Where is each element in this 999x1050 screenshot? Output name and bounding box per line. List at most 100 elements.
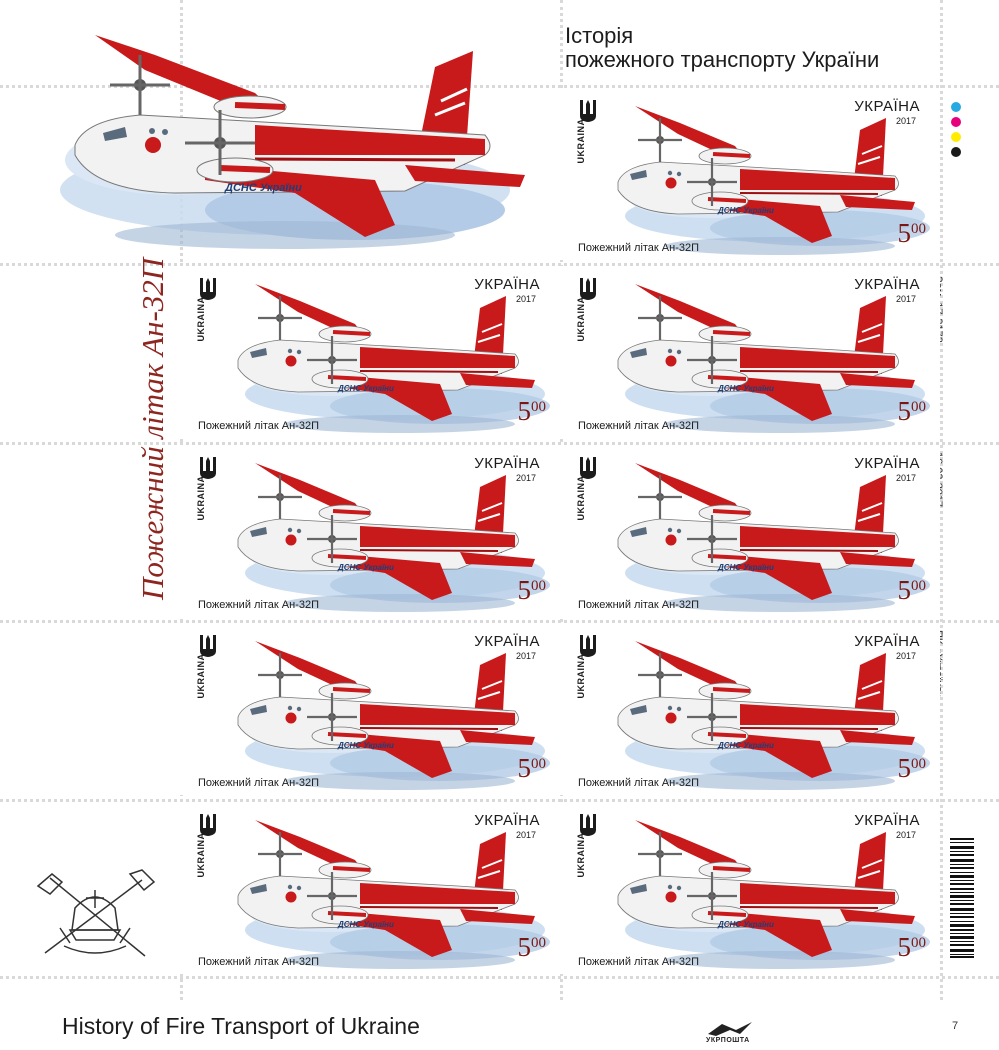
svg-text:ДСНС України: ДСНС України bbox=[717, 920, 774, 929]
face-value-main: 5 bbox=[897, 396, 912, 426]
face-value-cents: 00 bbox=[911, 756, 926, 772]
face-value-cents: 00 bbox=[531, 935, 546, 951]
svg-text:ДСНС України: ДСНС України bbox=[337, 920, 394, 929]
stamp-year: 2017 bbox=[515, 651, 536, 661]
svg-text:ДСНС України: ДСНС України bbox=[337, 563, 394, 572]
stamp-country: УКРАЇНА bbox=[854, 455, 920, 472]
stamp-latin-country: UKRAINA bbox=[196, 296, 206, 342]
aircraft-illustration: ДСНС України bbox=[617, 284, 930, 433]
stamp-year: 2017 bbox=[515, 473, 536, 483]
ukraine-trident-icon bbox=[580, 814, 596, 836]
svg-text:ДСНС України: ДСНС України bbox=[717, 206, 774, 215]
aircraft-illustration: ДСНС України bbox=[237, 463, 550, 612]
ukraine-trident-icon bbox=[200, 457, 216, 479]
large-aircraft-illustration: ДСНС України bbox=[60, 35, 525, 249]
face-value-cents: 00 bbox=[911, 935, 926, 951]
stamp-r5-c1: ДСНС України UKRAINA УКРАЇНА 2017 Пожежн… bbox=[180, 802, 560, 974]
svg-text:ДСНС України: ДСНС України bbox=[717, 741, 774, 750]
face-value-cents: 00 bbox=[531, 578, 546, 594]
aircraft-illustration: ДСНС України bbox=[617, 820, 930, 969]
stamp-latin-country: UKRAINA bbox=[196, 475, 206, 521]
stamp-face-value: 500 bbox=[518, 753, 547, 784]
stamp-country: УКРАЇНА bbox=[474, 633, 540, 650]
face-value-main: 5 bbox=[517, 575, 532, 605]
stamp-latin-country: UKRAINA bbox=[196, 832, 206, 878]
stamp-year: 2017 bbox=[895, 651, 916, 661]
header-title-line-2: пожежного транспорту України bbox=[565, 47, 880, 72]
face-value-cents: 00 bbox=[911, 578, 926, 594]
stamp-year: 2017 bbox=[895, 116, 916, 126]
stamp-caption: Пожежний літак Ан-32П bbox=[578, 420, 700, 432]
stamp-country: УКРАЇНА bbox=[474, 276, 540, 293]
aircraft-illustration: ДСНС України bbox=[237, 820, 550, 969]
stamp-latin-country: UKRAINA bbox=[196, 653, 206, 699]
ukraine-trident-icon bbox=[580, 457, 596, 479]
stamp-caption: Пожежний літак Ан-32П bbox=[578, 777, 700, 789]
stamp-face-value: 500 bbox=[518, 932, 547, 963]
stamp-country: УКРАЇНА bbox=[474, 455, 540, 472]
ukraine-trident-icon bbox=[200, 814, 216, 836]
svg-text:ДСНС України: ДСНС України bbox=[337, 741, 394, 750]
stamp-r4-c1: ДСНС України UKRAINA УКРАЇНА 2017 Пожежн… bbox=[180, 623, 560, 795]
stamp-face-value: 500 bbox=[518, 575, 547, 606]
register-dot-magenta bbox=[951, 117, 961, 127]
stamp-caption: Пожежний літак Ан-32П bbox=[198, 956, 320, 968]
stamp-face-value: 500 bbox=[898, 753, 927, 784]
ukraine-trident-icon bbox=[200, 278, 216, 300]
face-value-main: 5 bbox=[517, 932, 532, 962]
face-value-main: 5 bbox=[897, 753, 912, 783]
svg-text:ДСНС України: ДСНС України bbox=[337, 384, 394, 393]
stamp-caption: Пожежний літак Ан-32П bbox=[198, 599, 320, 611]
stamp-year: 2017 bbox=[515, 294, 536, 304]
svg-text:ДСНС України: ДСНС України bbox=[717, 384, 774, 393]
stamp-year: 2017 bbox=[515, 830, 536, 840]
stamp-country: УКРАЇНА bbox=[854, 633, 920, 650]
stamp-latin-country: UKRAINA bbox=[576, 296, 586, 342]
stamp-caption: Пожежний літак Ан-32П bbox=[578, 599, 700, 611]
stamp-caption: Пожежний літак Ан-32П bbox=[578, 956, 700, 968]
face-value-main: 5 bbox=[897, 932, 912, 962]
aircraft-illustration: ДСНС України bbox=[617, 106, 930, 255]
side-title: Пожежний літак Ан-32П bbox=[135, 257, 170, 600]
sheet-header-title: Історія пожежного транспорту України bbox=[565, 24, 935, 72]
barcode bbox=[950, 838, 974, 958]
stamp-r2-c1: ДСНС України UKRAINA УКРАЇНА 2017 Пожежн… bbox=[180, 266, 560, 438]
stamp-latin-country: UKRAINA bbox=[576, 653, 586, 699]
stamp-caption: Пожежний літак Ан-32П bbox=[198, 420, 320, 432]
stamp-country: УКРАЇНА bbox=[854, 98, 920, 115]
aircraft-illustration: ДСНС України bbox=[617, 641, 930, 790]
svg-text:ДСНС України: ДСНС України bbox=[224, 182, 302, 194]
face-value-main: 5 bbox=[517, 753, 532, 783]
ukraine-trident-icon bbox=[200, 635, 216, 657]
stamp-r2-c2: ДСНС України UKRAINA УКРАЇНА 2017 Пожежн… bbox=[560, 266, 940, 438]
stamp-face-value: 500 bbox=[898, 218, 927, 249]
stamp-face-value: 500 bbox=[898, 396, 927, 427]
stamp-country: УКРАЇНА bbox=[854, 276, 920, 293]
header-title-line-1: Історія bbox=[565, 23, 634, 48]
svg-text:ДСНС України: ДСНС України bbox=[717, 563, 774, 572]
stamp-r5-c2: ДСНС України UKRAINA УКРАЇНА 2017 Пожежн… bbox=[560, 802, 940, 974]
stamp-r4-c2: ДСНС України UKRAINA УКРАЇНА 2017 Пожежн… bbox=[560, 623, 940, 795]
stamp-year: 2017 bbox=[895, 294, 916, 304]
face-value-cents: 00 bbox=[911, 221, 926, 237]
ukrposhta-logo: УКРПОШТА bbox=[700, 1020, 760, 1048]
face-value-cents: 00 bbox=[531, 399, 546, 415]
ukraine-trident-icon bbox=[580, 278, 596, 300]
face-value-cents: 00 bbox=[531, 756, 546, 772]
face-value-main: 5 bbox=[897, 218, 912, 248]
ukrposhta-logo-icon bbox=[708, 1022, 752, 1036]
register-dot-yellow bbox=[951, 132, 961, 142]
stamp-latin-country: UKRAINA bbox=[576, 475, 586, 521]
register-dot-black bbox=[951, 147, 961, 157]
stamp-country: УКРАЇНА bbox=[474, 812, 540, 829]
aircraft-illustration: ДСНС України bbox=[237, 284, 550, 433]
face-value-main: 5 bbox=[897, 575, 912, 605]
ukraine-trident-icon bbox=[580, 100, 596, 122]
ukrposhta-logo-caption: УКРПОШТА bbox=[706, 1037, 750, 1044]
stamp-r3-c1: ДСНС України UKRAINA УКРАЇНА 2017 Пожежн… bbox=[180, 445, 560, 617]
ukraine-trident-icon bbox=[580, 635, 596, 657]
stamp-caption: Пожежний літак Ан-32П bbox=[578, 242, 700, 254]
stamp-year: 2017 bbox=[895, 473, 916, 483]
stamp-year: 2017 bbox=[895, 830, 916, 840]
